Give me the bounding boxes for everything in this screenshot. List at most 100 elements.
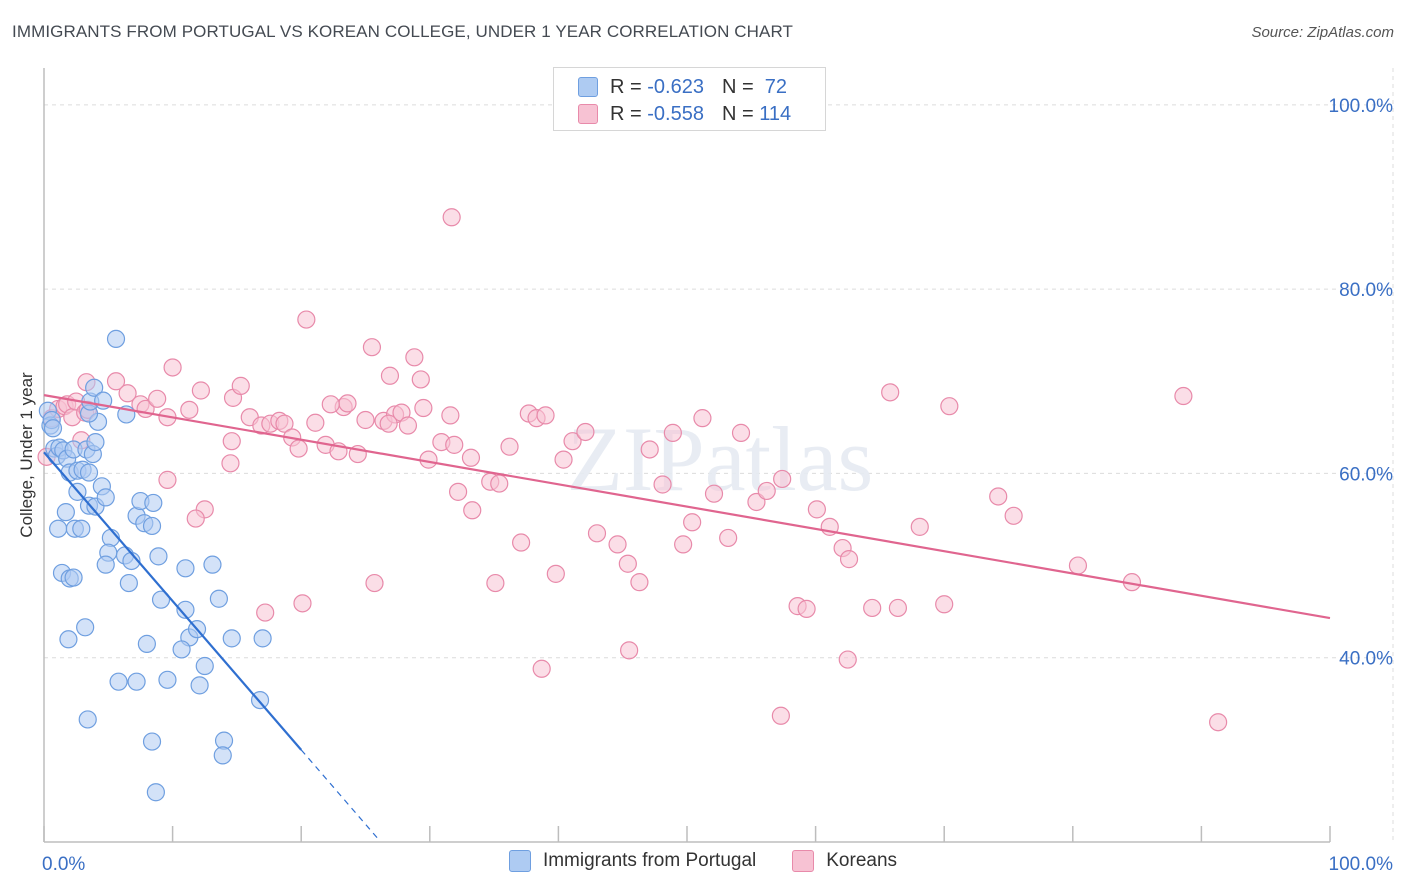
korean-point [191, 381, 210, 400]
y-tick-label: 60.0% [1339, 464, 1393, 485]
korean-point [158, 470, 177, 489]
korean-point [448, 482, 468, 501]
korean-point [356, 410, 375, 430]
korean-point [445, 435, 464, 454]
korean-point [186, 509, 205, 528]
korean-point [546, 564, 565, 583]
y-tick-label: 80.0% [1339, 280, 1393, 301]
legend-swatch-koreans [578, 104, 598, 124]
portugal-point [209, 589, 228, 608]
korean-point [419, 450, 438, 469]
korean-point [704, 484, 724, 503]
portugal-point [78, 710, 97, 729]
korean-point [838, 650, 857, 669]
legend-swatch-portugal [508, 850, 531, 872]
legend-n-value-portugal: 72 [764, 75, 788, 98]
portugal-point [109, 672, 128, 691]
portugal-point [253, 629, 272, 648]
korean-point [773, 469, 792, 489]
portugal-point [106, 329, 126, 348]
portugal-point [72, 519, 91, 538]
korean-point [1209, 713, 1228, 732]
legend-item-koreans: Koreans [792, 850, 897, 872]
korean-point [663, 423, 682, 442]
korean-point [674, 535, 693, 554]
korean-point [731, 423, 751, 442]
korean-point [231, 376, 250, 395]
korean-point [221, 454, 240, 473]
korean-point [608, 535, 627, 554]
portugal-trend-extension [300, 749, 379, 840]
korean-point [1174, 386, 1193, 406]
korean-point [536, 406, 555, 425]
portugal-point [158, 670, 177, 689]
series-legend: Immigrants from Portugal Koreans [0, 850, 1406, 872]
korean-point [719, 528, 738, 548]
korean-point [463, 501, 482, 520]
portugal-point [176, 559, 195, 578]
korean-point [338, 394, 357, 413]
y-tick-label: 40.0% [1339, 649, 1393, 670]
korean-point [306, 413, 325, 432]
korean-point [398, 416, 418, 435]
korean-point [490, 474, 509, 493]
korean-point [500, 437, 519, 456]
korean-point [563, 432, 582, 451]
legend-r-value-koreans: -0.558 [647, 102, 704, 125]
korean-point [442, 208, 461, 227]
chart-title: IMMIGRANTS FROM PORTUGAL VS KOREAN COLLE… [12, 22, 794, 41]
korean-point [653, 475, 672, 494]
portugal-point [144, 493, 163, 513]
korean-point [275, 414, 294, 433]
korean-point [640, 440, 659, 459]
korean-point [576, 422, 595, 442]
korean-point [807, 500, 826, 519]
portugal-point [127, 672, 146, 691]
korean-point [940, 397, 959, 416]
korean-point [757, 481, 776, 501]
portugal-point [213, 746, 232, 765]
legend-r-label: R = [610, 102, 642, 125]
x-tick-label-max: 100.0% [1329, 854, 1394, 875]
portugal-point [137, 634, 156, 653]
korean-point [293, 594, 312, 613]
portugal-point [172, 640, 191, 659]
portugal-point [176, 600, 195, 619]
legend-label-portugal: Immigrants from Portugal [542, 850, 757, 871]
korean-point [379, 414, 398, 433]
korean-point [486, 573, 505, 593]
korean-point [321, 395, 340, 414]
legend-item-portugal: Immigrants from Portugal [508, 850, 757, 872]
korean-point [441, 406, 460, 425]
tick-labels: 40.0% 60.0% 80.0% 100.0% 0.0% 100.0% [42, 96, 1393, 875]
korean-point [148, 389, 167, 408]
portugal-point [146, 783, 165, 802]
korean-point [297, 310, 316, 329]
korean-point [118, 384, 137, 403]
korean-point [256, 603, 275, 622]
korean-point [180, 400, 199, 419]
y-axis-label: College, Under 1 year [17, 372, 36, 538]
korean-point [989, 487, 1008, 506]
korean-point [554, 450, 573, 469]
legend-r-label: R = [610, 75, 642, 98]
korean-point [881, 383, 900, 402]
korean-point [1068, 556, 1088, 575]
legend-swatch-koreans [792, 850, 815, 872]
x-tick-label-min: 0.0% [42, 854, 85, 875]
korean-point [222, 432, 241, 451]
legend-row-koreans: R = -0.558 N = 114 [554, 100, 791, 128]
korean-point [532, 659, 551, 678]
portugal-point [59, 630, 78, 649]
korean-point [380, 366, 400, 385]
korean-point [630, 573, 649, 592]
korean-point [839, 550, 859, 569]
korean-point [163, 358, 182, 377]
portugal-point [195, 656, 214, 676]
portugal-point [149, 547, 168, 566]
portugal-point [222, 629, 241, 648]
portugal-point [151, 590, 171, 609]
koreans-trend-line [43, 394, 1331, 620]
korean-point [1004, 506, 1023, 525]
korean-point [461, 448, 481, 467]
